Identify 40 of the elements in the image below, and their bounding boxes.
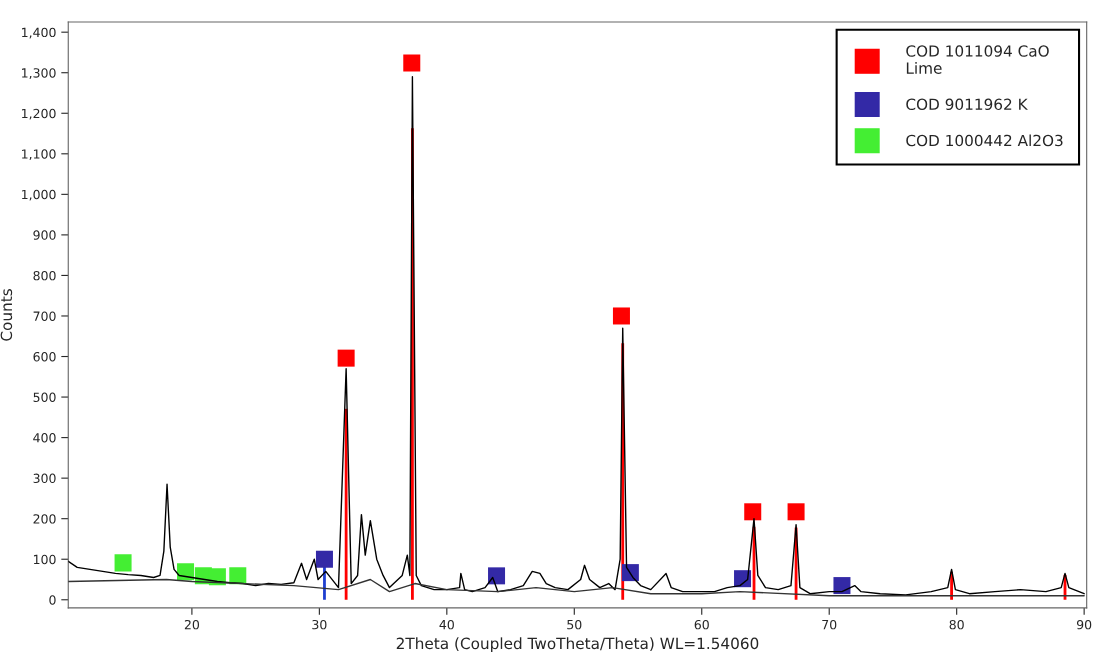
- point: [833, 577, 851, 595]
- x-tick-label: 50: [567, 619, 582, 630]
- point: [315, 550, 333, 568]
- legend-label: COD 1011094 CaO Lime: [906, 45, 1049, 74]
- x-tick-label: 40: [439, 619, 454, 630]
- y-tick-label: 1,100: [22, 149, 56, 161]
- legend-label: COD 9011962 K: [906, 98, 1028, 111]
- y-tick-label: 300: [33, 473, 56, 484]
- y-tick-label: 1,400: [22, 27, 56, 39]
- y-tick-label: 1,200: [22, 108, 56, 120]
- y-tick-label: 900: [33, 230, 56, 240]
- x-tick-label: 30: [312, 619, 327, 630]
- point: [114, 554, 132, 572]
- line-series: [68, 76, 1085, 596]
- x-tick-label: 20: [184, 619, 200, 630]
- y-tick-label: 600: [33, 351, 56, 362]
- y-tick-label: 100: [33, 554, 56, 565]
- y-axis-title: Counts: [0, 289, 13, 341]
- point: [229, 567, 247, 585]
- x-tick-label: 70: [822, 619, 837, 630]
- x-tick-label: 60: [694, 619, 709, 630]
- y-tick-label: 800: [33, 270, 56, 281]
- y-tick-label: 0: [49, 595, 56, 605]
- y-tick-label: 500: [33, 392, 56, 402]
- y-tick-label: 1,000: [22, 189, 56, 201]
- legend-label: COD 1000442 Al2O3: [906, 134, 1063, 147]
- y-tick-label: 400: [33, 433, 56, 443]
- point: [612, 307, 630, 325]
- point: [337, 349, 355, 367]
- x-tick-label: 80: [949, 619, 964, 630]
- point: [403, 54, 421, 72]
- point: [744, 503, 762, 521]
- y-tick-label: 200: [33, 514, 56, 524]
- y-tick-label: 700: [33, 311, 56, 321]
- y-tick-label: 1,300: [22, 68, 56, 79]
- point: [621, 564, 639, 582]
- point: [488, 567, 506, 585]
- point: [787, 503, 805, 521]
- x-tick-label: 90: [1076, 619, 1092, 630]
- x-axis-title: 2Theta (Coupled TwoTheta/Theta) WL=1.54060: [396, 637, 759, 653]
